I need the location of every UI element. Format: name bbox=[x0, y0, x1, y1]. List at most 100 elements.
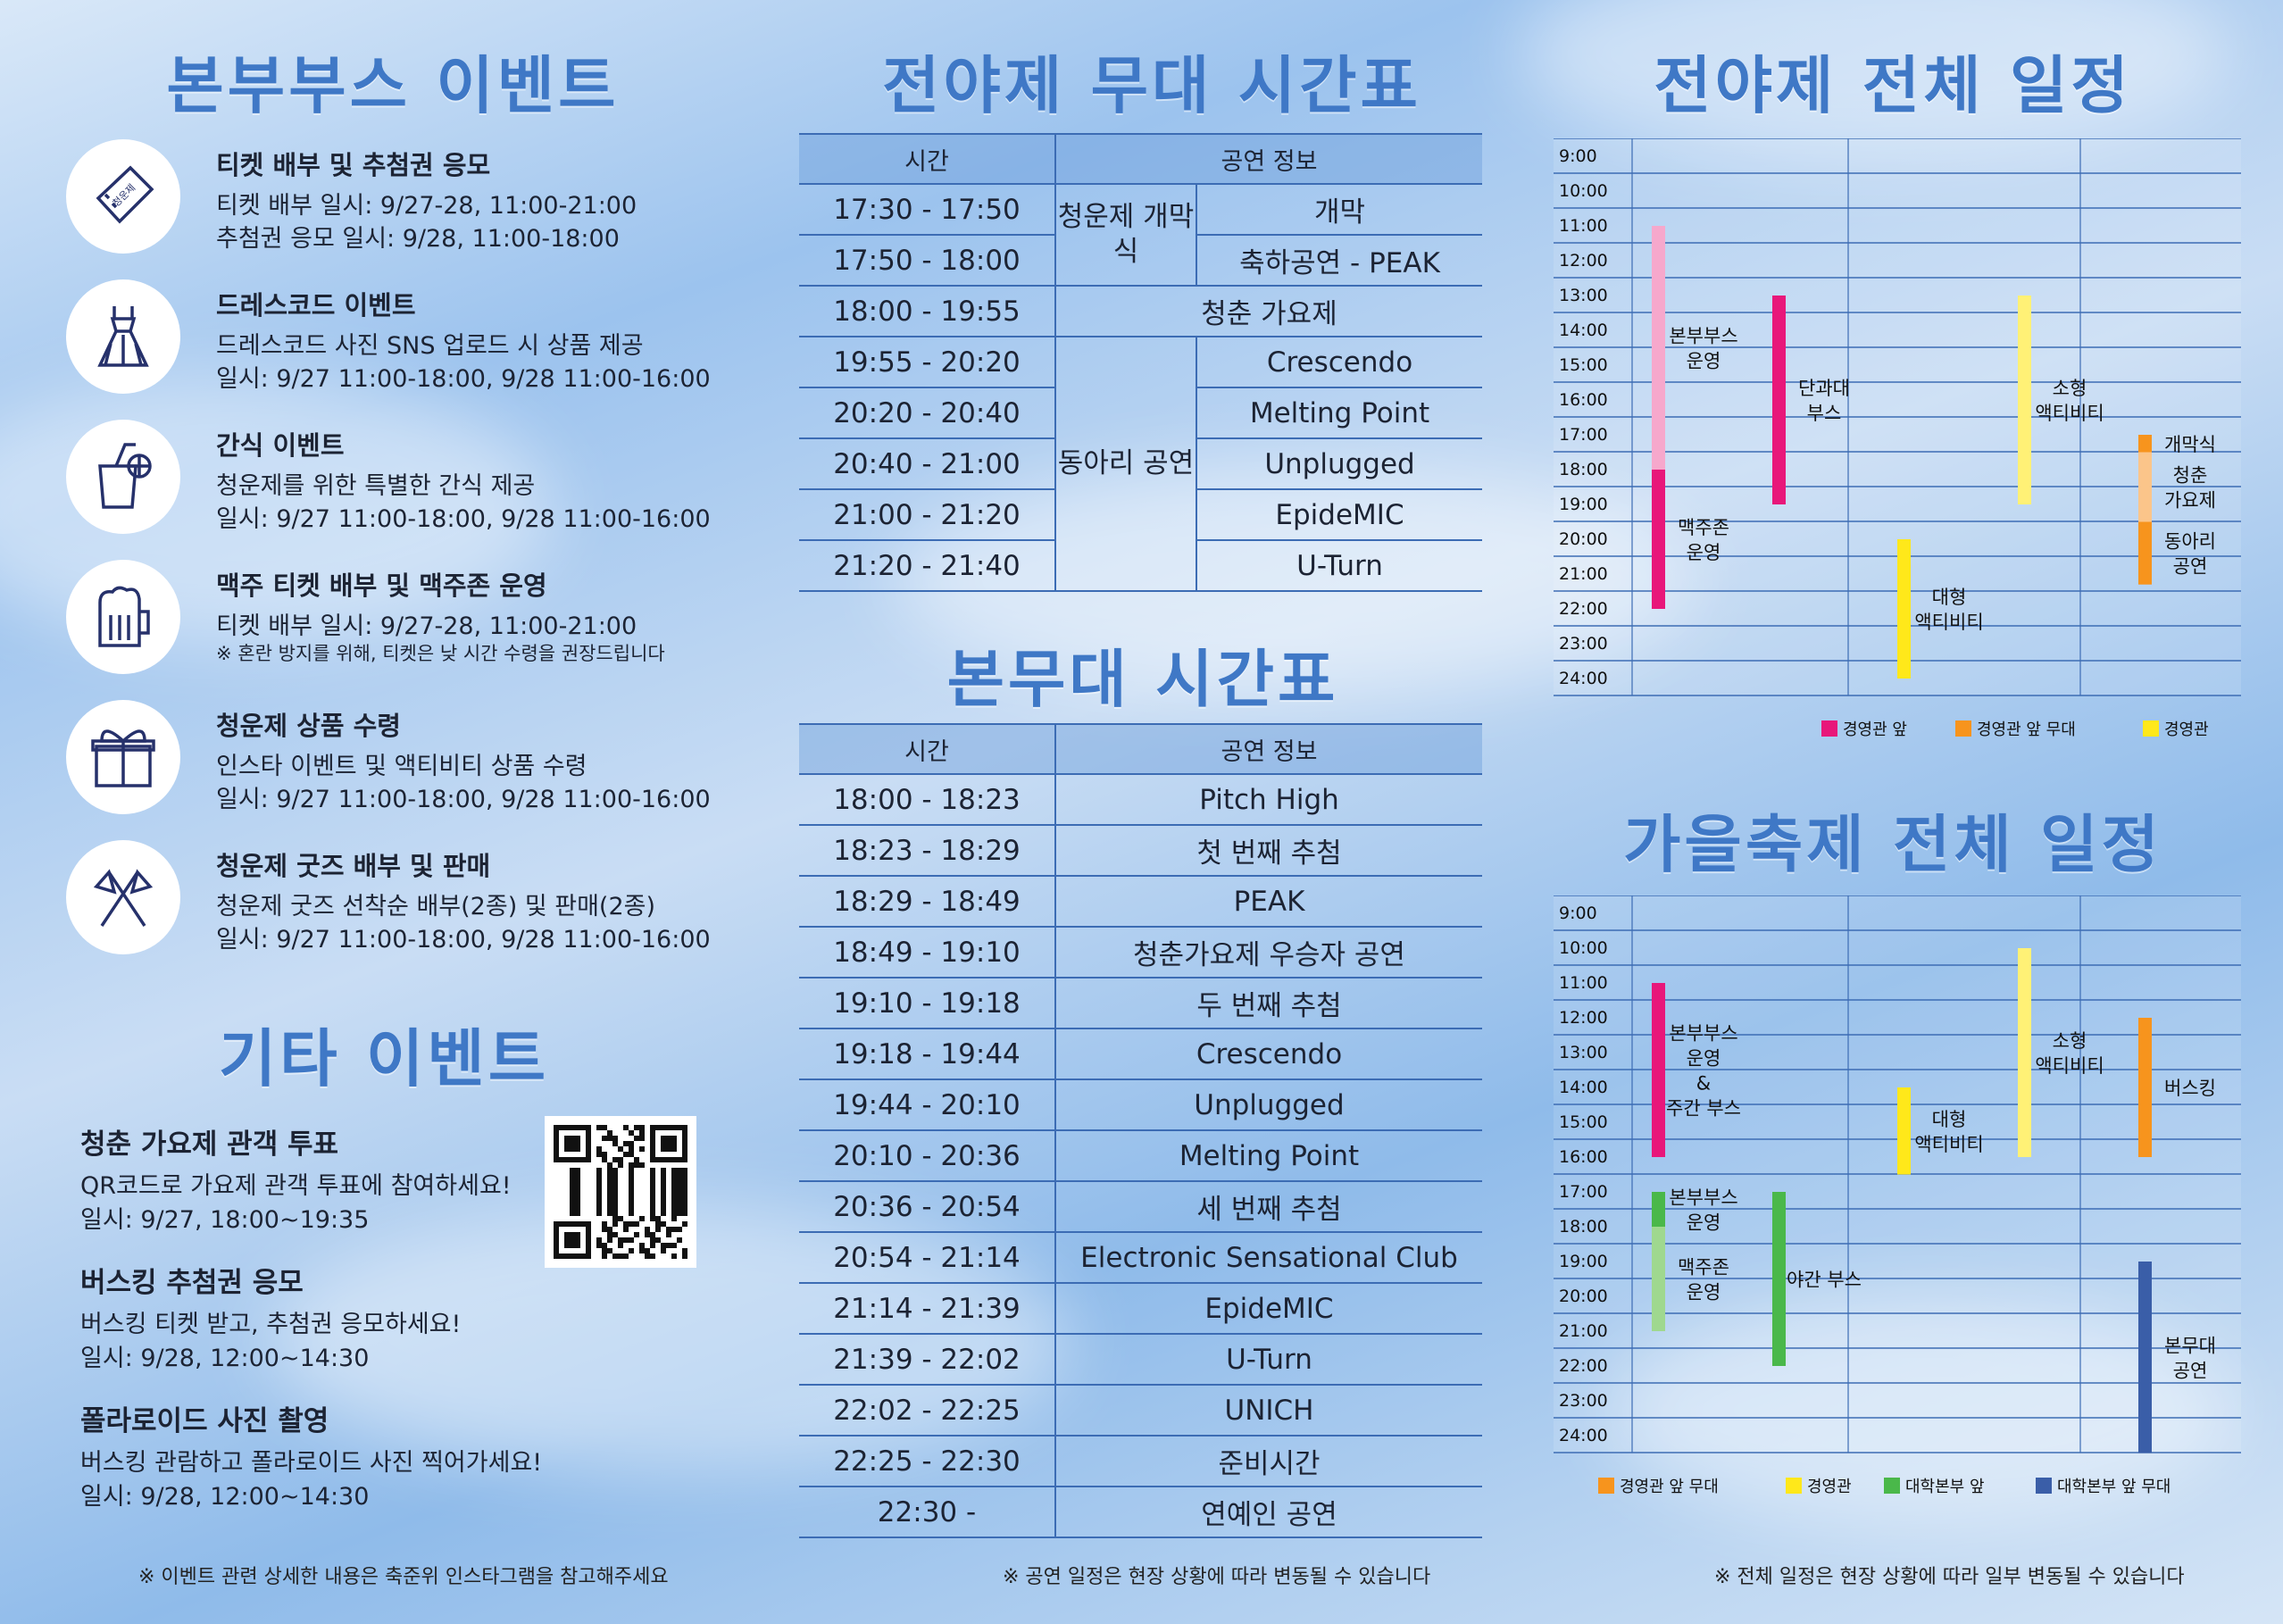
schedule-bar-label: 본부부스 bbox=[1669, 1023, 1737, 1045]
hour-label: 11:00 bbox=[1559, 973, 1608, 993]
schedule-bar-label: 개막식 bbox=[2164, 434, 2216, 455]
col-header-info: 공연 정보 bbox=[1054, 723, 1482, 775]
eve-group-opening: 청운제 개막식 bbox=[1054, 184, 1196, 287]
other-event-line: QR코드로 가요제 관객 투표에 참여하세요! bbox=[80, 1172, 512, 1200]
hour-label: 15:00 bbox=[1559, 355, 1608, 375]
legend-label: 경영관 앞 bbox=[1843, 720, 1907, 737]
schedule-bar bbox=[2138, 1262, 2152, 1453]
fest-schedule-heading: 가을축제 전체 일정 bbox=[1623, 807, 2162, 881]
hour-label: 12:00 bbox=[1559, 251, 1608, 271]
hour-label: 14:00 bbox=[1559, 1078, 1608, 1097]
booth-event-note: ※ 혼란 방지를 위해, 티켓은 낮 시간 수령을 권장드립니다 bbox=[216, 643, 665, 664]
schedule-bar-label: 운영 bbox=[1687, 351, 1721, 372]
main-time: 20:54 - 21:14 bbox=[799, 1232, 1055, 1284]
main-time: 20:36 - 20:54 bbox=[799, 1181, 1055, 1233]
footer-right-note: ※ 전체 일정은 현장 상황에 따라 일부 변동될 수 있습니다 bbox=[1714, 1566, 2185, 1588]
schedule-bar bbox=[1652, 1192, 1665, 1227]
main-time: 19:10 - 19:18 bbox=[799, 978, 1055, 1029]
schedule-bar bbox=[1897, 1087, 1911, 1175]
gift-icon bbox=[66, 700, 180, 814]
col-header-time: 시간 bbox=[799, 723, 1055, 775]
hour-label: 12:00 bbox=[1559, 1008, 1608, 1028]
legend-swatch bbox=[2143, 720, 2159, 737]
booth-event-detail: 추첨권 응모 일시: 9/28, 11:00-18:00 bbox=[216, 225, 620, 253]
other-event-title: 폴라로이드 사진 촬영 bbox=[80, 1405, 329, 1437]
legend-label: 대학본부 앞 bbox=[1905, 1478, 1985, 1494]
main-info: Electronic Sensational Club bbox=[1054, 1232, 1482, 1284]
main-info: Crescendo bbox=[1054, 1029, 1482, 1080]
ticket-icon-text: 청운제 bbox=[111, 182, 138, 210]
booth-event-detail: 일시: 9/27 11:00-18:00, 9/28 11:00-16:00 bbox=[216, 926, 711, 954]
schedule-bar-label: 공연 bbox=[2173, 556, 2208, 578]
main-time: 22:02 - 22:25 bbox=[799, 1385, 1055, 1437]
footer-left-note: ※ 이벤트 관련 상세한 내용은 축준위 인스타그램을 참고해주세요 bbox=[138, 1566, 669, 1588]
schedule-bar-label: 버스킹 bbox=[2164, 1078, 2216, 1099]
main-info: U-Turn bbox=[1054, 1334, 1482, 1386]
schedule-bar-label: 가요제 bbox=[2164, 490, 2216, 512]
main-info: Unplugged bbox=[1054, 1079, 1482, 1131]
main-info: 청춘가요제 우승자 공연 bbox=[1054, 927, 1482, 979]
main-time: 20:10 - 20:36 bbox=[799, 1130, 1055, 1182]
booth-event-item: 청운제 상품 수령 인스타 이벤트 및 액티비티 상품 수령 일시: 9/27 11… bbox=[66, 700, 745, 834]
hour-label: 11:00 bbox=[1559, 216, 1608, 236]
booth-event-detail: 청운제를 위한 특별한 간식 제공 bbox=[216, 472, 536, 500]
schedule-bar bbox=[2138, 452, 2152, 522]
legend-label: 경영관 bbox=[1807, 1478, 1852, 1494]
main-time: 18:29 - 18:49 bbox=[799, 876, 1055, 928]
schedule-bar-label: 공연 bbox=[2173, 1360, 2208, 1381]
main-stage-heading: 본무대 시간표 bbox=[946, 642, 1339, 716]
hour-label: 23:00 bbox=[1559, 1391, 1608, 1411]
eve-time: 20:40 - 21:00 bbox=[799, 438, 1055, 490]
schedule-bar-label: 맥주존 bbox=[1678, 517, 1729, 538]
main-stage-row: 22:30 - 연예인 공연 bbox=[799, 1487, 1482, 1538]
other-event-line: 버스킹 관람하고 폴라로이드 사진 찍어가세요! bbox=[80, 1449, 543, 1477]
hour-label: 24:00 bbox=[1559, 1426, 1608, 1445]
main-info: UNICH bbox=[1054, 1385, 1482, 1437]
schedule-bar-label: 소형 bbox=[2053, 1030, 2087, 1052]
schedule-bar bbox=[1652, 470, 1665, 609]
booth-event-detail: 티켓 배부 일시: 9/27-28, 11:00-21:00 bbox=[216, 192, 637, 220]
eve-stage-table: 시간 공연 정보 17:30 - 17:50 청운제 개막식 개막 17:50 - 1… bbox=[799, 133, 1483, 592]
booth-event-item: 간식 이벤트 청운제를 위한 특별한 간식 제공 일시: 9/27 11:00-18… bbox=[66, 420, 745, 554]
main-time: 22:30 - bbox=[799, 1487, 1055, 1538]
main-stage-row: 19:44 - 20:10 Unplugged bbox=[799, 1079, 1482, 1131]
hour-label: 13:00 bbox=[1559, 286, 1608, 305]
eve-schedule-heading: 전야제 전체 일정 bbox=[1654, 48, 2132, 122]
main-info: EpideMIC bbox=[1054, 1283, 1482, 1335]
schedule-bar-label: 소형 bbox=[2053, 378, 2087, 399]
drink-icon bbox=[66, 420, 180, 534]
qr-code[interactable] bbox=[545, 1116, 696, 1268]
flags-icon bbox=[66, 840, 180, 954]
eve-info: Melting Point bbox=[1195, 387, 1483, 439]
hour-label: 15:00 bbox=[1559, 1112, 1608, 1132]
eve-info: U-Turn bbox=[1195, 540, 1483, 592]
main-info: Melting Point bbox=[1054, 1130, 1482, 1182]
main-time: 19:18 - 19:44 bbox=[799, 1029, 1055, 1080]
hour-label: 20:00 bbox=[1559, 1287, 1608, 1306]
schedule-bar bbox=[2138, 521, 2152, 585]
main-time: 18:23 - 18:29 bbox=[799, 825, 1055, 877]
schedule-bar-label: 부스 bbox=[1807, 403, 1842, 424]
schedule-bar-label: 액티비티 bbox=[2035, 403, 2104, 424]
other-event-title: 버스킹 추첨권 응모 bbox=[80, 1267, 304, 1299]
booth-event-detail: 일시: 9/27 11:00-18:00, 9/28 11:00-16:00 bbox=[216, 505, 711, 533]
beer-icon bbox=[66, 560, 180, 674]
main-stage-row: 18:00 - 18:23 Pitch High bbox=[799, 774, 1482, 826]
schedule-bar bbox=[1897, 539, 1911, 679]
booth-events-heading: 본부부스 이벤트 bbox=[166, 48, 620, 122]
other-event-line: 일시: 9/28, 12:00~14:30 bbox=[80, 1345, 370, 1372]
schedule-bar bbox=[2138, 1018, 2152, 1157]
booth-event-title: 맥주 티켓 배부 및 맥주존 운영 bbox=[216, 570, 547, 601]
eve-info: Unplugged bbox=[1195, 438, 1483, 490]
eve-time: 19:55 - 20:20 bbox=[799, 337, 1055, 388]
booth-event-title: 티켓 배부 및 추첨권 응모 bbox=[216, 150, 491, 180]
booth-event-title: 청운제 상품 수령 bbox=[216, 711, 401, 741]
ticket-icon: 청운제 bbox=[66, 139, 180, 254]
main-stage-row: 20:54 - 21:14 Electronic Sensational Club bbox=[799, 1232, 1482, 1284]
hour-label: 9:00 bbox=[1559, 146, 1597, 166]
schedule-bar-label: 액티비티 bbox=[1914, 612, 1983, 633]
qr-code-image bbox=[554, 1125, 687, 1259]
main-stage-row: 18:49 - 19:10 청춘가요제 우승자 공연 bbox=[799, 927, 1482, 979]
booth-event-detail: 티켓 배부 일시: 9/27-28, 11:00-21:00 bbox=[216, 612, 637, 640]
